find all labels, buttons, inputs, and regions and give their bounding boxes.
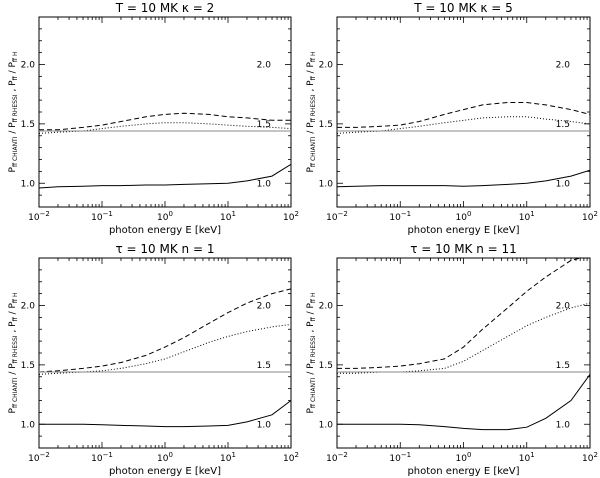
x-tick-label: 101 bbox=[220, 210, 236, 223]
series-line-dashed bbox=[337, 102, 590, 128]
chart-title: τ = 10 MK n = 11 bbox=[410, 242, 517, 256]
x-tick-label: 10−2 bbox=[28, 210, 50, 223]
y-tick-label-left: 2.0 bbox=[21, 61, 36, 71]
x-tick-label: 102 bbox=[582, 210, 598, 223]
y-tick-label-right: 2.0 bbox=[257, 302, 272, 312]
y-tick-label-left: 2.0 bbox=[319, 61, 334, 71]
y-axis-label: Pff CHIANTI / Pff RHESSI , Pff / Pff H bbox=[8, 293, 19, 414]
y-tick-label-right: 2.0 bbox=[257, 61, 272, 71]
x-tick-label: 101 bbox=[519, 210, 535, 223]
series-line-dotted bbox=[39, 122, 291, 134]
y-tick-label-left: 1.5 bbox=[319, 120, 333, 130]
y-tick-label-right: 1.0 bbox=[257, 179, 272, 189]
x-tick-label: 10−2 bbox=[326, 210, 348, 223]
series-line-dashed bbox=[39, 288, 291, 373]
chart-panel-3: 10−2 10−1 100 101 102 1.0 1.0 1.5 1.5 2.0 2.0 τ = 1… bbox=[8, 242, 299, 477]
y-tick-label-left: 1.5 bbox=[319, 361, 333, 371]
x-tick-label: 10−2 bbox=[28, 451, 50, 464]
series-line-dashed bbox=[39, 112, 291, 131]
x-tick-label: 101 bbox=[519, 451, 535, 464]
x-tick-label: 10−1 bbox=[389, 210, 411, 223]
x-tick-label: 102 bbox=[582, 451, 598, 464]
y-tick-label-right: 1.0 bbox=[556, 420, 571, 430]
y-tick-label-right: 1.0 bbox=[257, 420, 272, 430]
chart-title: τ = 10 MK n = 1 bbox=[116, 242, 215, 256]
series-line-dotted bbox=[337, 302, 590, 374]
x-axis-label: photon energy E [keV] bbox=[407, 225, 519, 236]
series-line-solid bbox=[39, 163, 291, 189]
series-line-dashed bbox=[337, 258, 581, 369]
chart-panel-4: 10−2 10−1 100 101 102 1.0 1.0 1.5 1.5 2.0 2.0 τ = 1… bbox=[306, 242, 598, 477]
x-axis-label: photon energy E [keV] bbox=[109, 466, 221, 477]
plot-frame bbox=[38, 257, 292, 449]
series-line-dotted bbox=[39, 324, 291, 375]
y-tick-label-right: 2.0 bbox=[556, 302, 571, 312]
series-line-solid bbox=[337, 169, 590, 188]
series-line-solid bbox=[337, 374, 590, 431]
y-tick-label-right: 1.0 bbox=[556, 179, 571, 189]
plot-frame bbox=[38, 16, 292, 208]
chart-panel-1: 10−2 10−1 100 101 102 1.0 1.0 1.5 1.5 2.0 2.0 T = 1… bbox=[8, 1, 299, 236]
y-tick-label-left: 1.0 bbox=[21, 179, 36, 189]
x-tick-label: 100 bbox=[456, 451, 472, 464]
series-line-solid bbox=[39, 400, 291, 428]
x-tick-label: 100 bbox=[456, 210, 472, 223]
y-tick-label-left: 1.0 bbox=[21, 420, 36, 430]
plot-frame bbox=[336, 257, 591, 449]
chart-title: T = 10 MK κ = 5 bbox=[413, 1, 513, 15]
x-tick-label: 102 bbox=[283, 210, 299, 223]
x-tick-label: 102 bbox=[283, 451, 299, 464]
y-tick-label-right: 1.5 bbox=[257, 361, 271, 371]
y-tick-label-right: 1.5 bbox=[556, 361, 570, 371]
y-tick-label-left: 2.0 bbox=[319, 302, 334, 312]
y-tick-label-left: 1.5 bbox=[21, 361, 35, 371]
x-tick-label: 100 bbox=[157, 451, 173, 464]
chart-title: T = 10 MK κ = 2 bbox=[115, 1, 215, 15]
x-tick-label: 10−1 bbox=[91, 210, 113, 223]
y-tick-label-left: 1.5 bbox=[21, 120, 35, 130]
x-tick-label: 100 bbox=[157, 210, 173, 223]
y-axis-label: Pff CHIANTI / Pff RHESSI , Pff / Pff H bbox=[306, 293, 317, 414]
x-tick-label: 10−1 bbox=[389, 451, 411, 464]
y-tick-label-right: 1.5 bbox=[556, 120, 570, 130]
plot-frame bbox=[336, 16, 591, 208]
y-tick-label-left: 2.0 bbox=[21, 302, 36, 312]
y-tick-label-left: 1.0 bbox=[319, 179, 334, 189]
x-tick-label: 10−2 bbox=[326, 451, 348, 464]
y-axis-label: Pff CHIANTI / Pff RHESSI , Pff / Pff H bbox=[8, 52, 19, 173]
chart-panel-2: 10−2 10−1 100 101 102 1.0 1.0 1.5 1.5 2.0 2.0 T = 1… bbox=[306, 1, 598, 236]
y-axis-label: Pff CHIANTI / Pff RHESSI , Pff / Pff H bbox=[306, 52, 317, 173]
y-tick-label-right: 1.5 bbox=[257, 120, 271, 130]
y-tick-label-right: 2.0 bbox=[556, 61, 571, 71]
x-tick-label: 101 bbox=[220, 451, 236, 464]
x-axis-label: photon energy E [keV] bbox=[407, 466, 519, 477]
x-axis-label: photon energy E [keV] bbox=[109, 225, 221, 236]
x-tick-label: 10−1 bbox=[91, 451, 113, 464]
y-tick-label-left: 1.0 bbox=[319, 420, 334, 430]
